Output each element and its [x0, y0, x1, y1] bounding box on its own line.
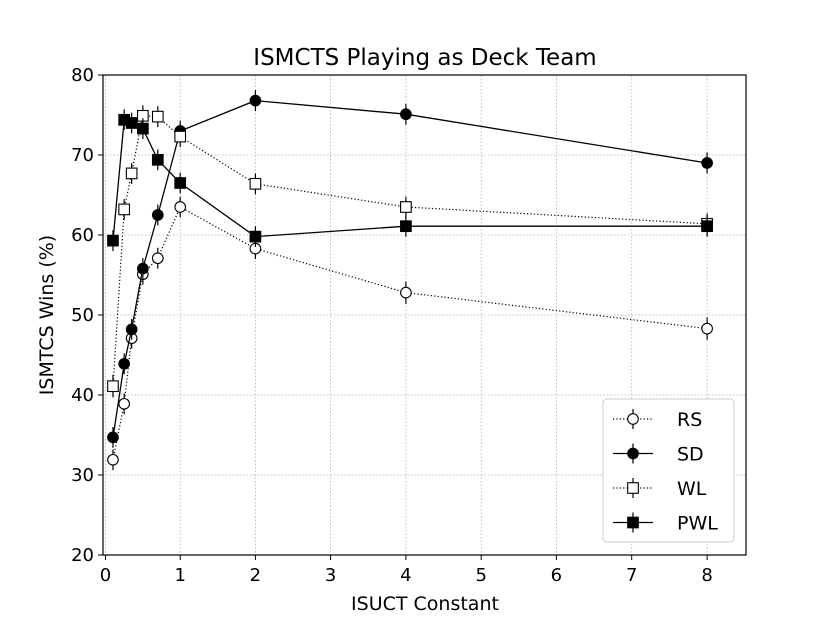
legend-marker — [627, 516, 639, 529]
legend-marker — [627, 482, 639, 494]
legend-label: PWL — [677, 513, 718, 535]
y-tick-label: 60 — [71, 225, 94, 246]
data-point — [107, 380, 119, 393]
series-pwl — [107, 109, 713, 251]
x-tick-label: 0 — [100, 565, 111, 586]
data-point — [118, 203, 131, 216]
data-point — [151, 209, 164, 221]
x-tick-label: 1 — [174, 565, 185, 586]
chart-title: ISMCTS Playing as Deck Team — [253, 45, 596, 71]
legend-entry-rs: RS — [613, 409, 702, 431]
series-layer — [107, 90, 713, 471]
x-tick-label: 7 — [626, 565, 637, 586]
y-tick-label: 20 — [71, 545, 94, 566]
y-axis-title: ISMTCS Wins (%) — [36, 235, 58, 395]
y-tick-label: 30 — [71, 465, 94, 486]
x-axis-title: ISUCT Constant — [351, 593, 499, 615]
data-point — [125, 167, 138, 180]
y-tick-label: 50 — [71, 305, 94, 326]
ticks: 0 1 2 3 4 5 6 7 8 20 30 40 50 60 70 80 — [71, 65, 713, 586]
data-point — [137, 262, 149, 275]
y-tick-label: 70 — [71, 145, 94, 166]
data-point — [118, 397, 131, 410]
data-point — [400, 108, 412, 121]
data-point — [118, 357, 131, 370]
x-tick-label: 4 — [400, 565, 411, 586]
legend-label: WL — [677, 478, 707, 500]
data-point — [107, 453, 119, 466]
data-point — [249, 94, 262, 107]
legend-marker — [627, 447, 639, 460]
x-tick-label: 8 — [701, 565, 712, 586]
x-tick-label: 5 — [475, 565, 486, 586]
data-point — [151, 110, 164, 123]
x-tick-label: 3 — [325, 565, 336, 586]
legend-marker — [627, 413, 639, 425]
data-point — [174, 130, 187, 143]
legend-label: SD — [677, 444, 704, 466]
data-point — [137, 122, 149, 135]
data-point — [701, 322, 713, 335]
legend-box — [602, 398, 735, 543]
data-point — [107, 234, 119, 247]
data-point — [701, 157, 713, 169]
legend-entry-wl: WL — [613, 478, 707, 500]
data-point — [400, 286, 412, 299]
legend-label: RS — [677, 409, 702, 431]
y-tick-label: 40 — [71, 385, 94, 406]
data-point — [174, 201, 187, 213]
x-tick-label: 6 — [551, 565, 562, 586]
data-point — [249, 177, 262, 190]
data-point — [151, 252, 164, 265]
data-point — [107, 431, 119, 444]
x-tick-label: 2 — [250, 565, 261, 586]
data-point — [400, 220, 412, 233]
series-line-rs — [112, 206, 708, 460]
data-point — [151, 153, 164, 166]
data-point — [400, 201, 412, 213]
data-point — [249, 230, 262, 243]
legend-entry-pwl: PWL — [613, 512, 718, 535]
y-tick-label: 80 — [71, 65, 94, 86]
data-point — [125, 117, 138, 129]
data-point — [125, 323, 138, 336]
legend-entry-sd: SD — [613, 443, 704, 466]
data-point — [701, 220, 713, 233]
legend: RS SD WL PWL — [602, 398, 735, 543]
data-point — [174, 177, 187, 189]
